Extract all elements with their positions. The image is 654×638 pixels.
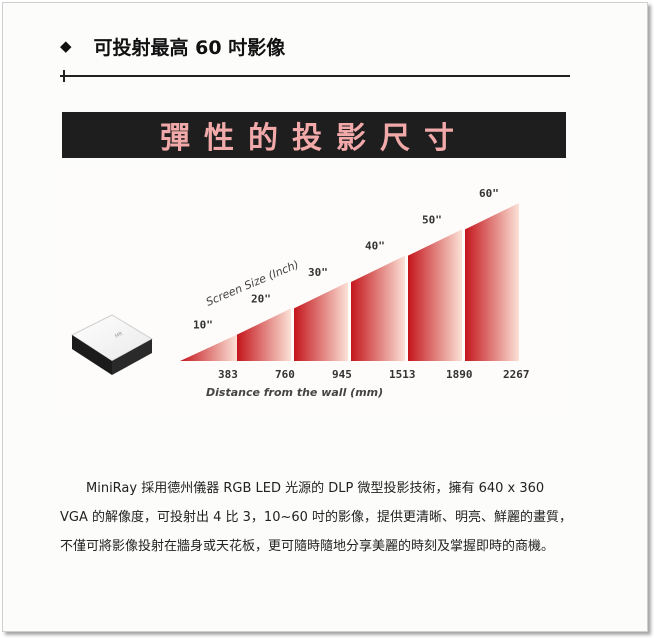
bar-1890 <box>408 229 462 361</box>
data-label-2267: 60" <box>479 187 499 200</box>
diamond-bullet-icon: ◆ <box>60 37 72 55</box>
x-tick-1513: 1513 <box>389 368 416 381</box>
x-axis-label: Distance from the wall (mm) <box>206 386 383 399</box>
bar-760 <box>237 308 291 361</box>
description-paragraph: MiniRay 採用德州儀器 RGB LED 光源的 DLP 微型投影技術，擁有… <box>60 481 573 554</box>
projector-icon: MR <box>70 314 154 375</box>
bar-2267 <box>465 203 519 361</box>
divider-tick <box>63 70 65 82</box>
banner-title: 彈性的投影尺寸 <box>160 121 468 156</box>
chart-banner: 彈性的投影尺寸 <box>62 112 566 158</box>
bar-1513 <box>351 255 405 361</box>
data-label-760: 20" <box>251 292 271 305</box>
data-label-383: 10" <box>193 319 213 332</box>
projection-size-chart: MR 10" 20" 30" 40" 50" 60" 383 760 945 1513 1890 2… <box>60 165 570 415</box>
x-tick-383: 383 <box>218 368 238 381</box>
svg-text:MR: MR <box>114 331 124 340</box>
data-label-1890: 50" <box>422 213 442 226</box>
bar-945 <box>294 282 348 361</box>
bar-383 <box>180 334 237 361</box>
x-tick-1890: 1890 <box>446 368 473 381</box>
x-tick-2267: 2267 <box>503 368 530 381</box>
section-title: 可投射最高 60 吋影像 <box>93 36 286 59</box>
data-label-1513: 40" <box>365 240 385 253</box>
heading-divider <box>60 75 570 77</box>
section-heading: ◆ 可投射最高 60 吋影像 <box>60 32 285 60</box>
x-tick-760: 760 <box>275 368 295 381</box>
data-label-945: 30" <box>308 266 328 279</box>
x-tick-945: 945 <box>332 368 352 381</box>
